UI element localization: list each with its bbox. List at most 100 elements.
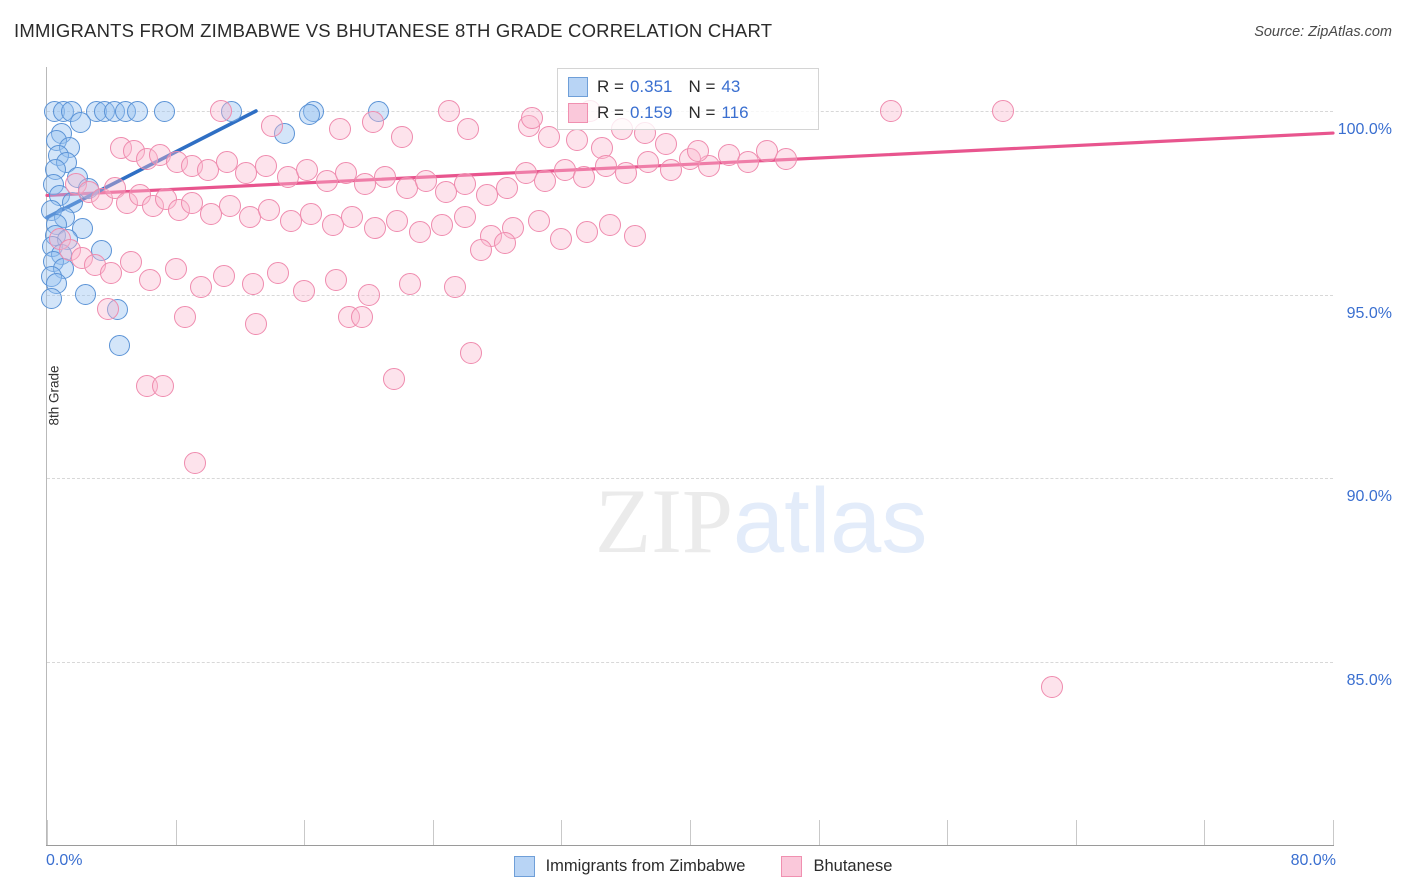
gridline [47, 661, 1333, 663]
scatter-point[interactable] [119, 250, 142, 273]
scatter-point[interactable] [527, 210, 550, 233]
scatter-point[interactable] [408, 221, 431, 244]
scatter-point[interactable] [415, 169, 438, 192]
x-tick [947, 820, 949, 845]
scatter-point[interactable] [687, 140, 710, 163]
scatter-point[interactable] [71, 217, 93, 239]
scatter-point[interactable] [534, 169, 557, 192]
scatter-point[interactable] [373, 166, 396, 189]
scatter-point[interactable] [70, 111, 92, 133]
scatter-point[interactable] [75, 284, 97, 306]
scatter-point[interactable] [391, 125, 414, 148]
scatter-point[interactable] [550, 228, 573, 251]
n-label-pink: N = [688, 103, 716, 122]
scatter-point[interactable] [254, 155, 277, 178]
scatter-point[interactable] [1040, 676, 1063, 699]
scatter-point[interactable] [219, 195, 242, 218]
legend-swatch-blue-icon [513, 855, 535, 877]
source-label: Source: ZipAtlas.com [1254, 24, 1392, 40]
scatter-point[interactable] [495, 177, 518, 200]
scatter-point[interactable] [257, 199, 280, 222]
scatter-point[interactable] [299, 202, 322, 225]
scatter-point[interactable] [572, 166, 595, 189]
scatter-point[interactable] [190, 276, 213, 299]
scatter-point[interactable] [293, 279, 316, 302]
scatter-point[interactable] [341, 206, 364, 229]
scatter-point[interactable] [174, 305, 197, 328]
scatter-point[interactable] [659, 158, 682, 181]
scatter-point[interactable] [614, 162, 637, 185]
scatter-point[interactable] [383, 367, 406, 390]
scatter-point[interactable] [298, 104, 320, 126]
r-label-blue: R = [597, 77, 624, 96]
x-tick [1075, 820, 1077, 845]
scatter-point[interactable] [363, 217, 386, 240]
scatter-point[interactable] [537, 125, 560, 148]
legend-item-bhutanese[interactable]: Bhutanese [781, 855, 893, 877]
scatter-point[interactable] [494, 232, 517, 255]
scatter-point[interactable] [296, 158, 319, 181]
scatter-point[interactable] [235, 162, 258, 185]
scatter-point[interactable] [325, 268, 348, 291]
y-axis-line [46, 67, 47, 846]
r-label-pink: R = [597, 103, 624, 122]
scatter-point[interactable] [598, 213, 621, 236]
legend-label-bhutanese: Bhutanese [813, 856, 893, 875]
scatter-point[interactable] [267, 261, 290, 284]
scatter-point[interactable] [209, 100, 232, 123]
legend-item-zimbabwe[interactable]: Immigrants from Zimbabwe [513, 855, 746, 877]
scatter-point[interactable] [624, 224, 647, 247]
scatter-point[interactable] [775, 147, 798, 170]
scatter-point[interactable] [261, 114, 284, 137]
scatter-point[interactable] [992, 100, 1015, 123]
scatter-point[interactable] [460, 342, 483, 365]
scatter-point[interactable] [431, 213, 454, 236]
scatter-point[interactable] [164, 257, 187, 280]
scatter-point[interactable] [153, 100, 175, 122]
scatter-point[interactable] [437, 100, 460, 123]
scatter-point[interactable] [637, 151, 660, 174]
scatter-point[interactable] [566, 129, 589, 152]
scatter-point[interactable] [97, 298, 120, 321]
page-title: IMMIGRANTS FROM ZIMBABWE VS BHUTANESE 8T… [14, 20, 773, 41]
scatter-point[interactable] [521, 107, 544, 130]
scatter-point[interactable] [328, 118, 351, 141]
scatter-point[interactable] [698, 155, 721, 178]
scatter-point[interactable] [453, 206, 476, 229]
scatter-point[interactable] [151, 375, 174, 398]
scatter-point[interactable] [654, 133, 677, 156]
scatter-point[interactable] [351, 305, 374, 328]
scatter-point[interactable] [444, 276, 467, 299]
scatter-point[interactable] [470, 239, 493, 262]
gridline [47, 478, 1333, 480]
y-tick-label: 85.0% [1346, 671, 1392, 689]
gridline [47, 294, 1333, 296]
scatter-point[interactable] [362, 111, 385, 134]
r-value-pink: 0.159 [629, 103, 673, 122]
scatter-point[interactable] [334, 162, 357, 185]
scatter-point[interactable] [434, 180, 457, 203]
scatter-point[interactable] [138, 268, 161, 291]
scatter-point[interactable] [41, 287, 63, 309]
scatter-point[interactable] [736, 151, 759, 174]
scatter-point[interactable] [100, 261, 123, 284]
scatter-point[interactable] [457, 118, 480, 141]
scatter-point[interactable] [244, 312, 267, 335]
scatter-point[interactable] [399, 272, 422, 295]
scatter-point[interactable] [354, 173, 377, 196]
scatter-point[interactable] [216, 151, 239, 174]
scatter-point[interactable] [453, 173, 476, 196]
scatter-point[interactable] [576, 221, 599, 244]
scatter-point[interactable] [241, 272, 264, 295]
scatter-point[interactable] [879, 100, 902, 123]
swatch-blue-icon [568, 77, 588, 97]
scatter-point[interactable] [183, 452, 206, 475]
scatter-point[interactable] [212, 265, 235, 288]
legend-label-zimbabwe: Immigrants from Zimbabwe [545, 856, 746, 875]
scatter-point[interactable] [126, 100, 148, 122]
scatter-point[interactable] [108, 335, 130, 357]
scatter-point[interactable] [180, 191, 203, 214]
scatter-point[interactable] [357, 283, 380, 306]
scatter-point[interactable] [386, 210, 409, 233]
